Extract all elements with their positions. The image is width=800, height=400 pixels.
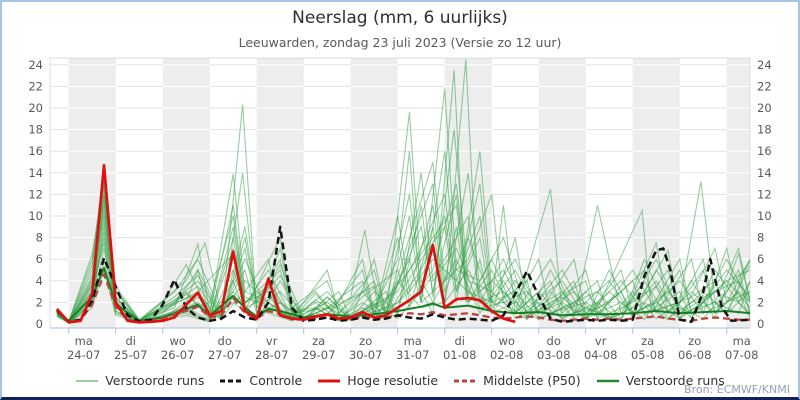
series-line — [56, 225, 750, 324]
y-tick-label-right: 6 — [757, 252, 764, 266]
x-day-date: 02-08 — [490, 348, 523, 362]
x-day-date: 05-08 — [631, 348, 664, 362]
y-tick-label-left: 14 — [28, 166, 43, 180]
source-credit: Bron: ECMWF/KNMI — [684, 383, 790, 396]
day-band — [726, 58, 750, 328]
legend-label: Verstoorde runs — [625, 373, 725, 388]
y-tick-label-left: 18 — [28, 123, 43, 137]
chart-legend: Verstoorde runs Controle Hoge resolutie Mid… — [2, 373, 798, 388]
legend-item-3: Middelste (P50) — [453, 373, 581, 388]
legend-label: Controle — [249, 373, 303, 388]
ensemble-member-line — [56, 172, 750, 324]
series-line — [56, 273, 750, 323]
x-day-date: 01-08 — [443, 348, 476, 362]
legend-label: Verstoorde runs — [105, 373, 205, 388]
x-day-name: vr — [595, 334, 607, 348]
legend-swatch-line — [454, 379, 477, 382]
x-day-name: ma — [733, 334, 751, 348]
x-day-name: ma — [75, 334, 93, 348]
x-day-name: wo — [498, 334, 514, 348]
x-day-name: do — [547, 334, 561, 348]
y-tick-label-right: 12 — [757, 187, 772, 201]
legend-label: Hoge resolutie — [347, 373, 439, 388]
y-tick-label-left: 6 — [36, 252, 43, 266]
legend-swatch-line — [76, 379, 99, 382]
y-tick-label-right: 4 — [757, 274, 764, 288]
x-day-name: za — [312, 334, 325, 348]
x-day-name: zo — [688, 334, 701, 348]
x-day-name: di — [454, 334, 465, 348]
ensemble-member-line — [56, 88, 750, 324]
x-day-date: 31-07 — [396, 348, 429, 362]
x-day-name: zo — [359, 334, 372, 348]
y-tick-label-left: 20 — [28, 101, 43, 115]
x-day-date: 28-07 — [255, 348, 288, 362]
x-day-date: 04-08 — [584, 348, 617, 362]
y-tick-label-left: 12 — [28, 187, 43, 201]
legend-item-2: Hoge resolutie — [317, 373, 438, 388]
y-tick-label-left: 22 — [28, 79, 43, 93]
x-day-name: wo — [169, 334, 185, 348]
ensemble-member-line — [56, 161, 750, 324]
x-day-name: za — [641, 334, 654, 348]
x-day-name: ma — [404, 334, 422, 348]
y-tick-label-left: 4 — [36, 274, 43, 288]
x-day-date: 06-08 — [678, 348, 711, 362]
legend-item-4: Verstoorde runs — [596, 373, 725, 388]
legend-label: Middelste (P50) — [483, 373, 581, 388]
legend-swatch-line — [318, 379, 341, 382]
y-tick-label-right: 20 — [757, 101, 772, 115]
y-tick-label-left: 10 — [28, 209, 43, 223]
y-tick-label-left: 8 — [36, 231, 43, 245]
x-day-date: 07-08 — [725, 348, 758, 362]
legend-item-0: Verstoorde runs — [75, 373, 204, 388]
series-line — [56, 266, 750, 322]
y-tick-label-right: 2 — [757, 295, 764, 309]
y-tick-label-right: 18 — [757, 123, 772, 137]
y-tick-label-right: 0 — [757, 317, 764, 331]
x-day-date: 30-07 — [349, 348, 382, 362]
y-tick-label-right: 10 — [757, 209, 772, 223]
y-tick-label-right: 14 — [757, 166, 772, 180]
y-tick-label-right: 24 — [757, 58, 772, 72]
y-tick-label-left: 16 — [28, 144, 43, 158]
y-tick-label-right: 16 — [757, 144, 772, 158]
chart-lines — [55, 59, 750, 324]
chart-subtitle: Leeuwarden, zondag 23 juli 2023 (Versie … — [238, 35, 562, 50]
day-band — [538, 58, 586, 328]
legend-swatch-line — [596, 379, 619, 382]
day-band — [256, 58, 304, 328]
page-title: Neerslag (mm, 6 uurlijks) — [292, 8, 508, 28]
x-day-name: do — [218, 334, 232, 348]
x-day-name: di — [125, 334, 136, 348]
legend-swatch-line — [220, 379, 243, 382]
series-line — [55, 163, 516, 324]
y-tick-label-right: 22 — [757, 79, 772, 93]
x-day-date: 25-07 — [114, 348, 147, 362]
x-day-name: vr — [266, 334, 278, 348]
y-tick-label-right: 8 — [757, 231, 764, 245]
y-tick-label-left: 24 — [28, 58, 43, 72]
x-day-date: 26-07 — [161, 348, 194, 362]
x-day-date: 03-08 — [537, 348, 570, 362]
y-tick-label-left: 0 — [36, 317, 43, 331]
x-day-date: 24-07 — [67, 348, 100, 362]
y-tick-label-left: 2 — [36, 295, 43, 309]
legend-item-1: Controle — [219, 373, 302, 388]
x-day-date: 29-07 — [302, 348, 335, 362]
x-day-date: 27-07 — [208, 348, 241, 362]
